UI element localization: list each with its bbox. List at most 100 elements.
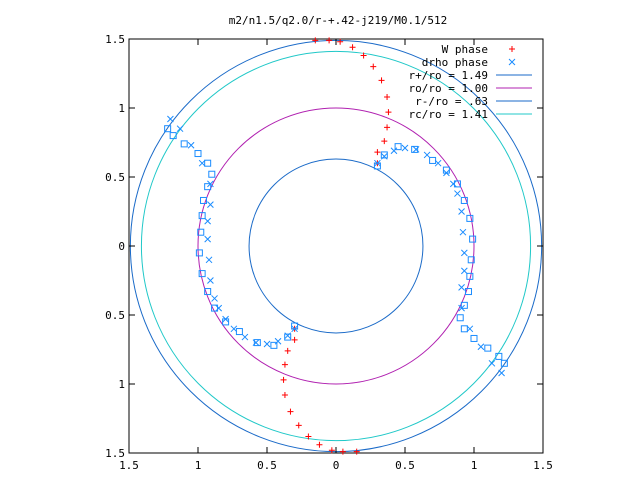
series-2	[164, 125, 508, 367]
point-0-7	[384, 93, 391, 100]
point-0-20	[281, 392, 288, 399]
point-2-26	[460, 301, 468, 309]
point-2-33	[453, 180, 461, 188]
point-1-26	[230, 325, 238, 333]
point-2-24	[460, 325, 468, 333]
circle-1	[197, 107, 475, 385]
point-1-11	[459, 228, 467, 236]
series-0	[280, 37, 392, 455]
point-2-37	[394, 143, 402, 151]
point-0-16	[316, 441, 323, 448]
y-tick-label-5: 1	[118, 378, 125, 391]
x-tick-label-2: 0.5	[257, 459, 277, 472]
point-2-19	[291, 322, 299, 330]
point-1-29	[211, 295, 218, 302]
point-2-32	[460, 196, 468, 204]
point-2-4	[204, 159, 212, 167]
point-1-39	[167, 115, 174, 123]
point-2-30	[469, 235, 477, 243]
point-0-14	[339, 448, 346, 455]
axis-ticks: 1.5 1 0.5 0 0.5 1 1.51.510.500.511.5	[105, 33, 553, 472]
point-0-1	[326, 37, 333, 44]
point-1-32	[204, 235, 212, 243]
legend-label-4: r-/ro = .63	[415, 95, 488, 108]
point-0-2	[337, 38, 344, 45]
point-0-15	[328, 447, 335, 454]
point-2-1	[169, 132, 177, 140]
point-2-34	[442, 166, 450, 174]
point-2-18	[284, 333, 292, 341]
point-2-15	[235, 328, 243, 336]
point-1-36	[198, 159, 206, 167]
y-tick-label-1: 1	[118, 102, 125, 115]
point-1-10	[458, 208, 465, 215]
point-2-35	[429, 156, 437, 164]
point-1-5	[423, 151, 431, 159]
point-1-22	[274, 337, 282, 345]
point-2-9	[197, 228, 205, 236]
point-2-39	[373, 162, 381, 170]
point-2-28	[466, 272, 474, 280]
x-tick-label-4: 0.5	[395, 459, 415, 472]
x-tick-label-6: 1.5	[533, 459, 553, 472]
point-0-22	[281, 361, 288, 368]
point-1-6	[434, 159, 442, 167]
x-tick-label-1: 1	[195, 459, 202, 472]
legend-label-0: W phase	[442, 43, 488, 56]
point-2-31	[466, 214, 474, 222]
data-series	[164, 37, 508, 455]
point-1-31	[205, 256, 213, 264]
y-tick-label-2: 0.5	[105, 171, 125, 184]
point-2-13	[211, 304, 219, 312]
circle-2	[248, 158, 424, 334]
point-2-5	[208, 170, 216, 178]
point-2-22	[484, 344, 492, 352]
point-0-19	[287, 408, 294, 415]
point-2-8	[198, 212, 206, 220]
point-1-38	[176, 125, 184, 133]
point-2-7	[200, 196, 208, 204]
legend-label-2: r+/ro = 1.49	[409, 69, 488, 82]
point-0-4	[360, 52, 367, 59]
point-1-33	[204, 217, 212, 225]
point-2-20	[500, 359, 508, 367]
circle-3	[140, 50, 532, 442]
point-2-6	[204, 183, 212, 191]
point-1-37	[187, 141, 195, 149]
y-tick-label-6: 1.5	[105, 447, 125, 460]
point-1-16	[466, 325, 474, 333]
point-1-25	[241, 333, 249, 341]
point-2-11	[198, 270, 206, 278]
point-1-17	[477, 343, 485, 351]
point-0-10	[381, 138, 388, 145]
point-2-27	[464, 288, 472, 296]
point-2-21	[495, 352, 503, 360]
legend-marker-0	[509, 46, 515, 52]
point-2-17	[270, 341, 278, 349]
point-0-17	[305, 433, 312, 440]
point-2-0	[164, 125, 172, 133]
point-1-30	[207, 277, 214, 284]
y-tick-label-4: 0.5	[105, 309, 125, 322]
point-1-28	[215, 304, 223, 312]
point-1-23	[263, 340, 271, 348]
point-0-13	[353, 448, 360, 455]
point-2-36	[411, 145, 419, 153]
y-tick-label-3: 0	[118, 240, 125, 253]
point-1-9	[454, 190, 461, 197]
point-0-9	[384, 124, 391, 131]
point-2-16	[253, 339, 261, 347]
point-2-38	[380, 151, 388, 159]
point-0-8	[385, 109, 392, 116]
point-1-12	[460, 249, 468, 257]
series-1	[167, 115, 505, 377]
legend-marker-1	[508, 58, 516, 66]
point-2-2	[180, 140, 188, 148]
point-0-18	[295, 422, 302, 429]
point-1-8	[449, 180, 457, 188]
point-0-24	[291, 336, 298, 343]
point-2-12	[204, 288, 212, 296]
point-2-3	[194, 150, 202, 158]
